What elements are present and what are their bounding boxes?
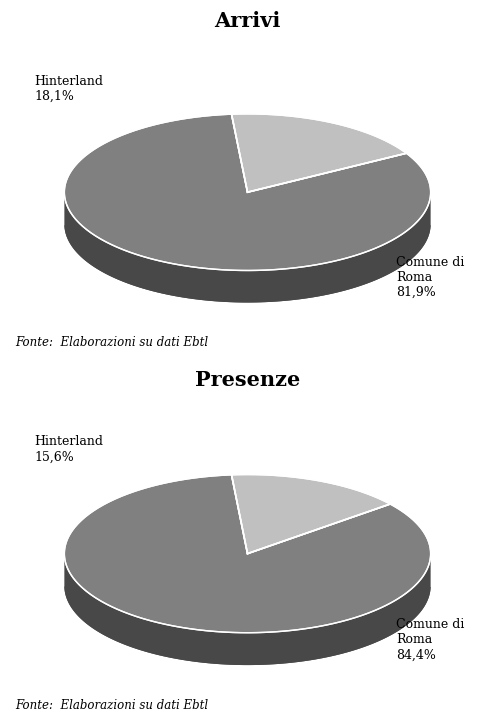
Text: Presenze: Presenze bbox=[195, 370, 300, 390]
Polygon shape bbox=[64, 114, 431, 270]
Polygon shape bbox=[232, 114, 406, 192]
Polygon shape bbox=[64, 193, 431, 303]
Polygon shape bbox=[64, 586, 431, 665]
Text: Hinterland
18,1%: Hinterland 18,1% bbox=[35, 75, 103, 103]
Text: Comune di
Roma
84,4%: Comune di Roma 84,4% bbox=[396, 618, 464, 661]
Polygon shape bbox=[64, 554, 431, 665]
Text: Comune di
Roma
81,9%: Comune di Roma 81,9% bbox=[396, 256, 464, 299]
Polygon shape bbox=[64, 475, 431, 633]
Text: Hinterland
15,6%: Hinterland 15,6% bbox=[35, 436, 103, 463]
Text: Fonte:  Elaborazioni su dati Ebtl: Fonte: Elaborazioni su dati Ebtl bbox=[15, 699, 208, 712]
Polygon shape bbox=[64, 224, 431, 303]
Polygon shape bbox=[232, 475, 390, 554]
Text: Fonte:  Elaborazioni su dati Ebtl: Fonte: Elaborazioni su dati Ebtl bbox=[15, 336, 208, 349]
Text: Arrivi: Arrivi bbox=[214, 11, 281, 31]
